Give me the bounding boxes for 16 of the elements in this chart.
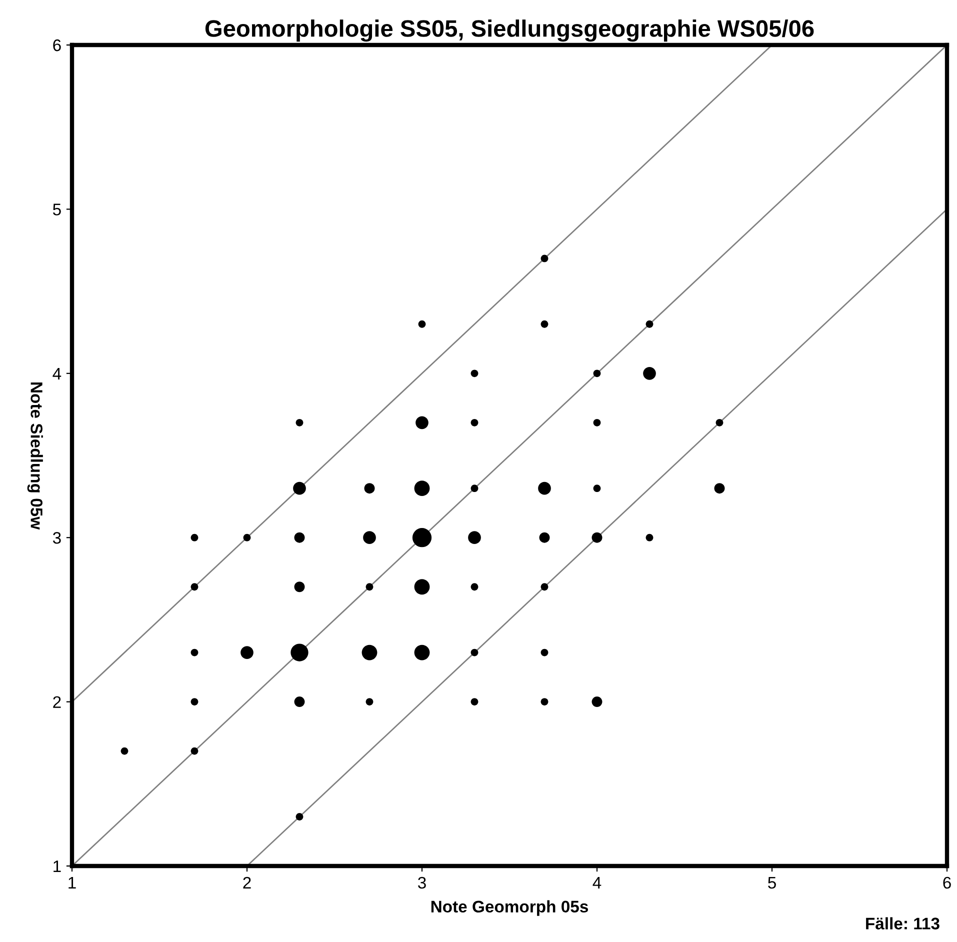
y-tick-label: 6 — [53, 39, 61, 52]
chart-title: Geomorphologie SS05, Siedlungsgeographie WS05/06 — [205, 20, 814, 42]
text: Fälle: 113 — [866, 917, 940, 930]
y-tick-label: 2 — [53, 696, 61, 708]
x-tick-label: 3 — [418, 876, 426, 889]
x-tick-label: 4 — [592, 877, 602, 888]
y-tick-label: 5 — [52, 204, 61, 216]
y-axis-title: Note Siedlung 05w — [27, 382, 43, 530]
x-tick-label: 1 — [68, 877, 76, 888]
y-tick-label: 3 — [52, 532, 61, 544]
x-tick-label: 2 — [243, 876, 251, 888]
x-tick-label: 5 — [768, 877, 776, 889]
x-tick-label: 6 — [943, 876, 951, 889]
y-tick-label: 1 — [54, 860, 61, 872]
y-tick-label: 4 — [52, 368, 62, 380]
x-axis-title: Note Geomorph 05s — [431, 900, 588, 916]
